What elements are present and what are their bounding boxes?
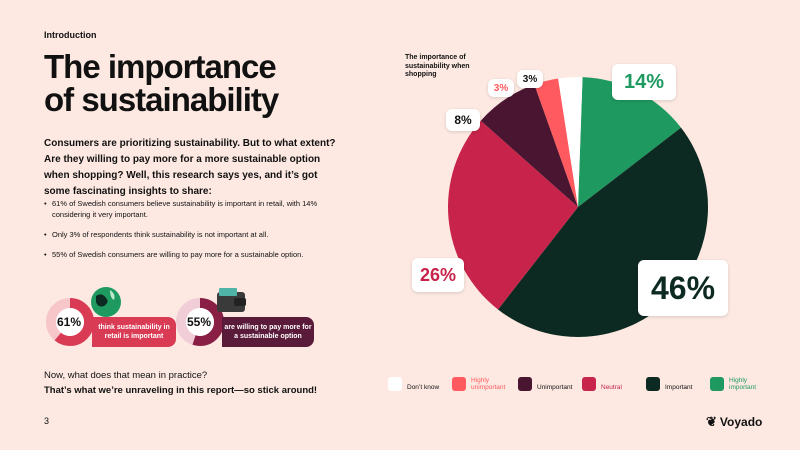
question-line-2: That’s what we’re unraveling in this rep… <box>44 385 318 396</box>
pie-slice-unimportant <box>480 84 578 207</box>
question-line-1: Now, what does that mean in practice? <box>44 370 208 381</box>
legend-item: Don’t know <box>388 377 439 391</box>
page-title: The importance of sustainability <box>44 50 344 116</box>
pie-slice-highly-unimportant <box>534 78 578 208</box>
title-line-1: The importance <box>44 48 277 85</box>
legend-item: Highly unimportant <box>452 377 505 391</box>
stat-ring-61 <box>46 298 94 346</box>
slice-label-important: 46% <box>638 260 728 316</box>
chart-title: The importance of sustainability when sh… <box>405 54 470 78</box>
legend-item: Unimportant <box>518 377 572 391</box>
intro-paragraph: Consumers are prioritizing sustainabilit… <box>44 138 336 197</box>
legend-label: Don’t know <box>407 384 440 391</box>
legend-swatch <box>388 377 402 391</box>
legend-item: Important <box>646 377 692 391</box>
stat-pill-55: are willing to pay more for a sustainabl… <box>222 317 314 347</box>
legend-swatch <box>710 377 724 391</box>
bullet-item: 61% of Swedish consumers believe sustain… <box>44 198 334 220</box>
legend-label: Neutral <box>601 384 622 391</box>
legend-swatch <box>518 377 532 391</box>
bullet-item: Only 3% of respondents think sustainabil… <box>44 229 334 240</box>
bullet-list: 61% of Swedish consumers believe sustain… <box>44 198 334 269</box>
globe-icon <box>91 287 121 317</box>
stat-value-61: 61% <box>57 315 82 329</box>
page-number: 3 <box>44 416 50 426</box>
pie-slice-dont-know <box>558 77 583 207</box>
stat-pill-61: think sustainability in retail is import… <box>92 317 176 347</box>
legend-swatch <box>452 377 466 391</box>
slice-label-dont-know: 3% <box>517 70 543 88</box>
stat-value-55: 55% <box>187 315 212 329</box>
voyado-logo-icon: ❦ <box>706 414 717 429</box>
title-line-2: of sustainability <box>44 81 279 118</box>
pie-slice-highly-important <box>578 77 681 207</box>
brand-name: Voyado <box>719 415 763 429</box>
stat-ring-55 <box>176 298 224 346</box>
legend-label: Important <box>665 384 693 391</box>
legend-item: Neutral <box>582 377 622 391</box>
legend-item: Highly important <box>710 377 763 391</box>
brand-logo: ❦ Voyado <box>706 414 762 430</box>
legend-label: Highly unimportant <box>471 377 506 391</box>
legend-swatch <box>646 377 660 391</box>
slice-label-highly-important: 14% <box>612 64 676 100</box>
legend-swatch <box>582 377 596 391</box>
section-label: Introduction <box>44 30 97 40</box>
closing-question: Now, what does that mean in practice? Th… <box>44 368 317 398</box>
slice-label-highly-unimportant: 3% <box>488 79 514 97</box>
legend-label: Highly important <box>729 377 757 391</box>
slice-label-unimportant: 8% <box>446 109 480 131</box>
bullet-item: 55% of Swedish consumers are willing to … <box>44 249 334 260</box>
legend-label: Unimportant <box>537 384 573 391</box>
wallet-icon <box>217 288 246 312</box>
slice-label-neutral: 26% <box>412 258 464 292</box>
pie-slice-neutral <box>448 120 578 310</box>
